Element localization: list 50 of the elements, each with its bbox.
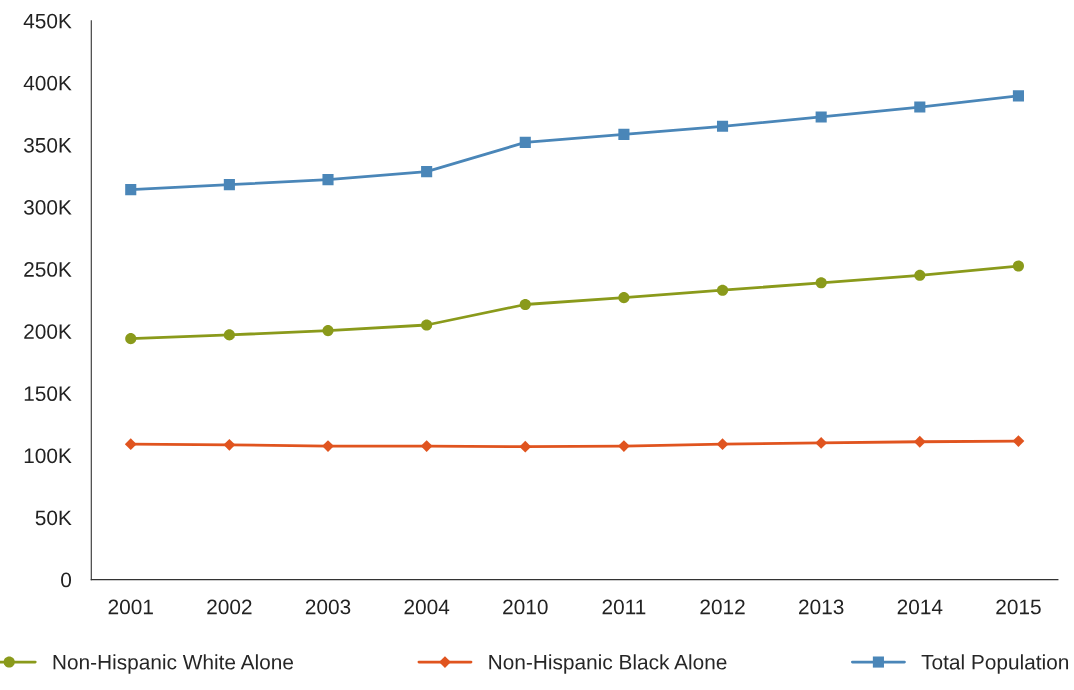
- point: [421, 166, 433, 178]
- x-tick-label: 2014: [897, 599, 943, 615]
- x-tick-label: 2011: [602, 599, 646, 615]
- y-tick-label: 250K: [24, 262, 72, 277]
- point: [618, 292, 630, 304]
- x-tick-label: 2002: [207, 599, 252, 615]
- point: [519, 298, 531, 311]
- point: [421, 319, 433, 331]
- point: [223, 329, 235, 341]
- y-tick-label: 200K: [24, 324, 72, 339]
- y-tick-label: 300K: [23, 200, 72, 215]
- legend-label: Non-Hispanic Black Alone: [489, 654, 727, 674]
- point: [618, 440, 630, 452]
- x-tick-label: 2003: [305, 599, 351, 615]
- legend-label: Total Population: [921, 654, 1069, 674]
- point: [618, 128, 630, 140]
- point: [716, 284, 729, 296]
- point: [420, 440, 433, 452]
- point: [125, 184, 137, 196]
- x-tick-label: 2012: [700, 599, 745, 615]
- y-tick-label: 150K: [24, 386, 72, 402]
- y-tick-label: 350K: [23, 137, 72, 153]
- point: [519, 136, 531, 148]
- point: [716, 120, 729, 132]
- point: [125, 333, 137, 345]
- point: [223, 438, 236, 451]
- point: [124, 438, 137, 451]
- y-tick-label: 50K: [35, 510, 72, 526]
- x-tick-label: 2010: [503, 599, 548, 615]
- y-tick-label: 0: [61, 572, 72, 588]
- x-tick-label: 2001: [108, 599, 153, 615]
- point: [815, 277, 827, 289]
- point: [815, 111, 827, 123]
- legend-label: Non-Hispanic White Alone: [53, 654, 294, 674]
- point: [322, 174, 334, 186]
- point: [223, 179, 235, 191]
- point: [914, 269, 926, 281]
- y-tick-label: 400K: [23, 75, 72, 91]
- point: [716, 438, 729, 451]
- point: [1012, 90, 1024, 102]
- x-tick-label: 2013: [799, 599, 844, 615]
- y-tick-label: 100K: [24, 448, 72, 464]
- x-tick-label: 2004: [404, 599, 450, 615]
- y-tick-label: 450K: [23, 13, 72, 29]
- point: [322, 325, 334, 337]
- point: [1012, 260, 1024, 272]
- point: [1012, 435, 1025, 448]
- point: [913, 435, 926, 448]
- x-tick-label: 2015: [996, 599, 1041, 615]
- point: [914, 101, 926, 113]
